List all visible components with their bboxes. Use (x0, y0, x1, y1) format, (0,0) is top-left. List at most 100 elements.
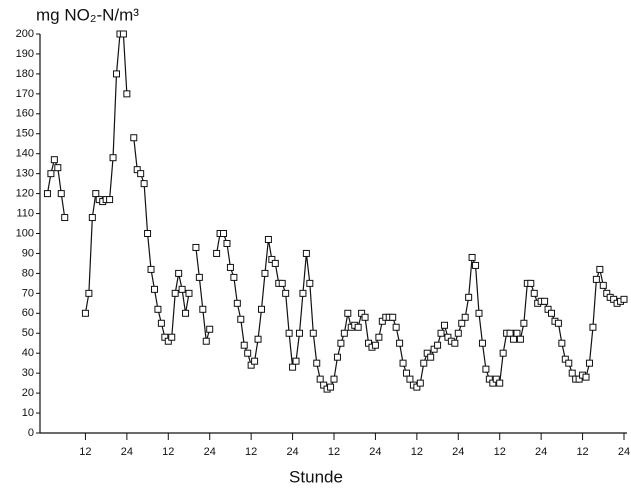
marker (113, 70, 120, 78)
marker (251, 357, 259, 365)
marker (309, 329, 317, 337)
marker (244, 349, 252, 357)
marker (392, 323, 400, 331)
marker (375, 333, 383, 341)
x-tick-label: 24 (535, 446, 547, 458)
marker (427, 353, 435, 361)
marker (299, 289, 307, 297)
marker (295, 329, 303, 337)
marker (278, 279, 286, 287)
marker (440, 321, 448, 329)
marker (506, 329, 514, 337)
marker (354, 323, 362, 331)
marker (454, 329, 462, 337)
y-tick-label: 170 (16, 88, 34, 100)
marker (468, 253, 476, 261)
marker (175, 269, 183, 277)
y-tick-label: 110 (16, 207, 34, 219)
marker (465, 293, 473, 301)
x-tick-label: 24 (618, 446, 630, 458)
marker (106, 196, 114, 204)
marker (202, 337, 210, 345)
marker (475, 309, 483, 317)
x-tick-label: 24 (286, 446, 298, 458)
y-tick-label: 30 (22, 367, 34, 379)
x-tick-label: 12 (245, 446, 257, 458)
marker (403, 369, 410, 377)
y-tick-label: 20 (22, 387, 34, 399)
marker (337, 339, 345, 347)
y-tick-label: 60 (22, 307, 34, 319)
marker (458, 319, 466, 327)
marker (461, 313, 469, 321)
y-tick-label: 90 (22, 247, 34, 259)
x-tick-label: 12 (79, 446, 91, 458)
marker (237, 315, 245, 323)
y-tick-label: 180 (16, 68, 34, 80)
marker (285, 329, 293, 337)
marker (140, 180, 148, 188)
marker (520, 319, 528, 327)
y-tick-label: 140 (16, 148, 34, 160)
marker (144, 230, 152, 237)
y-tick-label: 10 (22, 407, 34, 419)
y-tick-label: 150 (16, 128, 34, 140)
marker (589, 323, 597, 331)
marker (620, 295, 628, 303)
x-tick-label: 24 (204, 446, 216, 458)
marker (195, 273, 203, 281)
marker (61, 214, 69, 222)
marker (585, 359, 593, 367)
marker (168, 333, 176, 341)
marker (313, 359, 321, 367)
marker (548, 309, 555, 317)
marker (406, 375, 414, 383)
x-axis-label: Stunde (289, 467, 343, 486)
marker (513, 329, 521, 337)
marker (282, 289, 290, 297)
x-tick-label: 12 (328, 446, 340, 458)
y-tick-label: 100 (16, 227, 34, 239)
marker (565, 359, 573, 367)
marker (292, 357, 300, 365)
marker (499, 349, 507, 357)
marker (541, 297, 549, 305)
marker (558, 339, 566, 347)
marker (178, 285, 186, 293)
marker (568, 369, 576, 377)
marker (399, 359, 407, 367)
marker (344, 309, 352, 317)
marker (137, 170, 145, 178)
marker (199, 305, 207, 313)
marker (206, 325, 214, 333)
y-tick-label: 160 (16, 108, 34, 120)
x-tick-label: 24 (369, 446, 381, 458)
marker (57, 190, 65, 198)
marker (516, 335, 524, 343)
marker (47, 170, 55, 178)
marker (154, 305, 162, 313)
y-tick-label: 40 (22, 347, 34, 359)
marker (261, 269, 269, 277)
marker (271, 259, 279, 267)
marker (185, 289, 193, 297)
marker (182, 309, 190, 317)
marker (361, 313, 369, 321)
marker (510, 335, 518, 343)
marker (302, 249, 310, 257)
marker (85, 289, 93, 297)
marker (420, 359, 428, 367)
marker (472, 261, 480, 269)
marker (592, 275, 600, 283)
marker (130, 134, 138, 142)
marker (92, 190, 100, 198)
marker (171, 289, 179, 297)
marker (157, 319, 165, 327)
marker (264, 235, 272, 243)
y-tick-label: 200 (16, 28, 34, 40)
marker (389, 313, 397, 321)
marker (109, 154, 117, 162)
x-tick-label: 12 (411, 446, 423, 458)
y-tick-label: 120 (16, 188, 34, 200)
x-tick-label: 12 (494, 446, 506, 458)
